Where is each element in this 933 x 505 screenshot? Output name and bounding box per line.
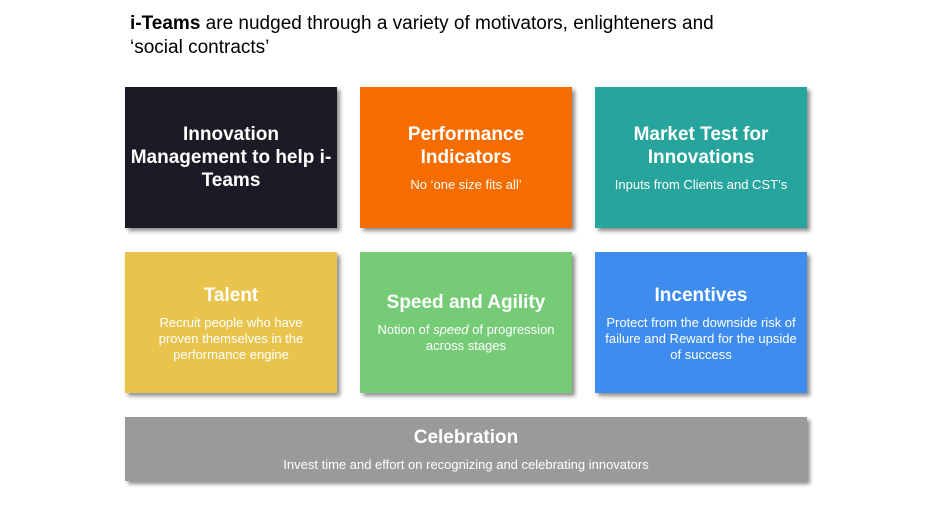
title-text-line1: are nudged through a variety of motivato… bbox=[200, 13, 714, 34]
celebration-title: Celebration bbox=[413, 426, 519, 448]
innovation-management-title: Innovation Management to help i-Teams bbox=[130, 124, 332, 191]
celebration-box: Celebration Invest time and effort on re… bbox=[125, 417, 807, 481]
speed-subtitle-before: Notion of bbox=[377, 322, 434, 337]
incentives-subtitle: Protect from the downside risk of failur… bbox=[605, 315, 797, 362]
incentives-box: Incentives Protect from the downside ris… bbox=[595, 252, 807, 393]
title-text-line2: ‘social contracts’ bbox=[130, 37, 270, 58]
performance-indicators-box: Performance Indicators No ‘one size fits… bbox=[360, 87, 572, 228]
talent-box: Talent Recruit people who have proven th… bbox=[125, 252, 337, 393]
speed-agility-title: Speed and Agility bbox=[386, 292, 546, 313]
talent-subtitle: Recruit people who have proven themselve… bbox=[158, 315, 304, 362]
market-test-box: Market Test for Innovations Inputs from … bbox=[595, 87, 807, 228]
performance-indicators-subtitle: No ‘one size fits all’ bbox=[410, 176, 522, 192]
talent-title: Talent bbox=[203, 285, 259, 306]
market-test-title: Market Test for Innovations bbox=[633, 123, 769, 168]
performance-indicators-title: Performance Indicators bbox=[407, 123, 525, 168]
innovation-management-box: Innovation Management to help i-Teams bbox=[125, 87, 337, 228]
speed-subtitle-after: of progression across stages bbox=[425, 322, 555, 353]
speed-subtitle-emphasis: speed bbox=[433, 322, 469, 337]
market-test-subtitle: Inputs from Clients and CST’s bbox=[614, 176, 788, 192]
page-title: i-Teams are nudged through a variety of … bbox=[130, 12, 810, 60]
title-bold-term: i-Teams bbox=[130, 13, 201, 34]
celebration-subtitle: Invest time and effort on recognizing an… bbox=[283, 456, 649, 472]
incentives-title: Incentives bbox=[654, 285, 748, 306]
speed-agility-subtitle: Notion of speed of progression across st… bbox=[369, 322, 564, 354]
speed-agility-box: Speed and Agility Notion of speed of pro… bbox=[360, 252, 572, 393]
